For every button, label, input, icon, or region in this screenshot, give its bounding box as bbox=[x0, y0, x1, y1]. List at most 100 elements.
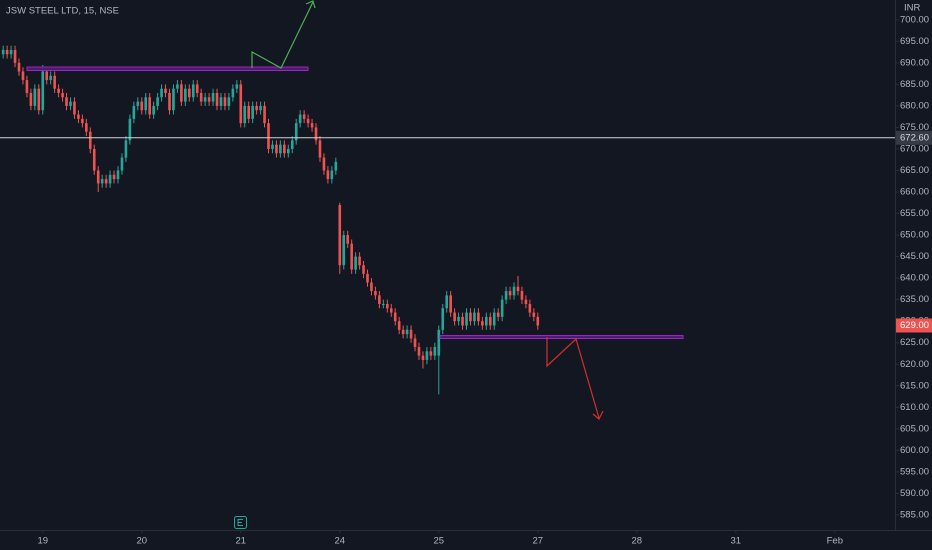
candle-body bbox=[350, 243, 353, 270]
candle-body bbox=[53, 75, 56, 89]
y-tick-label: 695.00 bbox=[900, 36, 929, 47]
y-tick-label: 685.00 bbox=[900, 79, 929, 90]
x-tick-label: 27 bbox=[533, 536, 544, 547]
x-tick-label: 20 bbox=[136, 536, 147, 547]
price-line-label: 672.60 bbox=[900, 132, 929, 143]
candle-body bbox=[132, 105, 136, 119]
candle-body bbox=[227, 97, 231, 106]
candle-body bbox=[334, 161, 338, 171]
candle-body bbox=[263, 105, 266, 124]
y-tick-label: 670.00 bbox=[900, 143, 929, 154]
candle-body bbox=[433, 347, 437, 356]
candle-body bbox=[528, 303, 532, 313]
candle-body bbox=[358, 256, 361, 266]
y-tick-label: 600.00 bbox=[900, 445, 929, 456]
candle-body bbox=[378, 295, 381, 304]
candle-body bbox=[322, 157, 326, 171]
currency-label: INR bbox=[904, 3, 921, 14]
candle-body bbox=[195, 84, 199, 93]
candle-body bbox=[366, 273, 369, 283]
candle-body bbox=[57, 88, 60, 93]
candle-body bbox=[397, 321, 401, 330]
candle-body bbox=[441, 308, 445, 330]
candle-body bbox=[92, 148, 96, 171]
earnings-icon bbox=[234, 516, 247, 529]
y-tick-label: 605.00 bbox=[900, 423, 929, 434]
candle-body bbox=[393, 312, 397, 322]
candle-body bbox=[401, 329, 405, 335]
candle-body bbox=[318, 140, 322, 158]
x-tick-label: 19 bbox=[37, 536, 48, 547]
candle-body bbox=[425, 351, 429, 360]
candle-body bbox=[112, 174, 116, 180]
candle-body bbox=[21, 71, 25, 81]
candle-body bbox=[128, 118, 132, 141]
candle-body bbox=[382, 303, 385, 305]
candle-body bbox=[172, 88, 175, 111]
candle-body bbox=[405, 329, 409, 335]
candle-body bbox=[37, 88, 41, 111]
candle-body bbox=[536, 316, 540, 326]
candle-body bbox=[176, 84, 179, 89]
plot bbox=[1, 45, 540, 395]
candle-body bbox=[492, 312, 496, 326]
x-tick-label: 31 bbox=[731, 536, 742, 547]
candle-body bbox=[96, 170, 100, 184]
y-tick-label: 700.00 bbox=[900, 14, 929, 25]
candle-body bbox=[144, 97, 148, 111]
candle-body bbox=[330, 170, 334, 180]
y-tick-label: 615.00 bbox=[900, 380, 929, 391]
candle-body bbox=[469, 312, 472, 322]
candle-body bbox=[520, 291, 524, 300]
candle-body bbox=[247, 105, 251, 119]
candle-body bbox=[156, 97, 159, 106]
candle-body bbox=[69, 101, 72, 106]
candle-body bbox=[504, 291, 508, 300]
candle-body bbox=[73, 101, 76, 115]
y-tick-label: 635.00 bbox=[900, 294, 929, 305]
y-tick-label: 610.00 bbox=[900, 402, 929, 413]
candle-body bbox=[346, 235, 350, 244]
candle-body bbox=[421, 355, 425, 360]
candle-body bbox=[516, 286, 520, 292]
candle-body bbox=[61, 92, 64, 98]
y-tick-label: 665.00 bbox=[900, 165, 929, 176]
candle-body bbox=[136, 101, 140, 106]
price-line-box bbox=[896, 130, 932, 145]
candle-body bbox=[310, 123, 314, 128]
candle-body bbox=[465, 312, 468, 326]
y-tick-label: 680.00 bbox=[900, 100, 929, 111]
candle-body bbox=[286, 148, 290, 154]
candle-body bbox=[85, 123, 88, 132]
candle-body bbox=[251, 105, 254, 119]
candle-body bbox=[116, 170, 120, 180]
candle-body bbox=[180, 84, 183, 102]
y-tick-label: 620.00 bbox=[900, 359, 929, 370]
y-tick-label: 645.00 bbox=[900, 251, 929, 262]
candle-body bbox=[314, 127, 318, 141]
bullish-arrow bbox=[251, 1, 314, 69]
candle-body bbox=[417, 347, 421, 356]
candle-body bbox=[108, 174, 112, 184]
candle-body bbox=[461, 316, 464, 326]
candle-body bbox=[187, 88, 191, 98]
candle-body bbox=[453, 312, 456, 322]
candle-body bbox=[65, 97, 68, 106]
candle-body bbox=[211, 92, 215, 102]
y-tick-label: 690.00 bbox=[900, 57, 929, 68]
candle-body bbox=[45, 71, 49, 81]
candle-body bbox=[445, 295, 449, 309]
candle-body bbox=[302, 114, 306, 119]
candle-body bbox=[191, 84, 195, 98]
candle-body bbox=[283, 144, 286, 154]
candle-body bbox=[267, 123, 270, 149]
candle-body bbox=[413, 338, 417, 348]
candle-body bbox=[306, 118, 310, 124]
candle-body bbox=[370, 282, 373, 292]
candle-body bbox=[1, 49, 5, 55]
candle-body bbox=[33, 88, 37, 106]
candle-body bbox=[219, 97, 223, 106]
candle-body bbox=[473, 312, 476, 322]
candle-body bbox=[449, 295, 452, 313]
